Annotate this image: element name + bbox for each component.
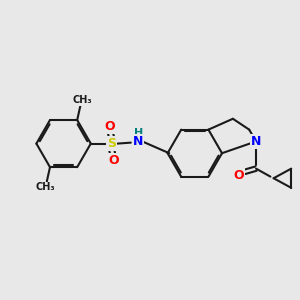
Text: CH₃: CH₃ xyxy=(35,182,55,192)
Text: N: N xyxy=(251,135,261,148)
Text: S: S xyxy=(107,137,116,150)
Text: O: O xyxy=(233,169,244,182)
Text: N: N xyxy=(133,136,143,148)
Text: O: O xyxy=(108,154,119,167)
Text: CH₃: CH₃ xyxy=(72,95,92,105)
Text: O: O xyxy=(105,121,115,134)
Text: H: H xyxy=(134,128,143,138)
